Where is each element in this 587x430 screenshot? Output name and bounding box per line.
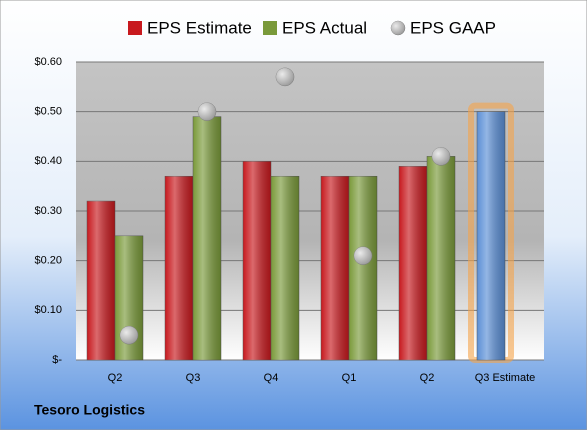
bar-shine — [243, 161, 271, 360]
y-tick-label: $- — [52, 354, 62, 366]
legend-swatch — [128, 21, 142, 35]
y-tick-label: $0.20 — [34, 255, 62, 267]
legend-label: EPS Actual — [282, 18, 367, 37]
marker-shine — [120, 326, 138, 345]
marker-shine — [432, 147, 450, 166]
bar-shine — [399, 166, 427, 360]
legend-label: EPS Estimate — [147, 18, 252, 37]
bar-shine — [271, 176, 299, 360]
x-tick-label: Q2 — [108, 372, 123, 384]
x-tick-label: Q3 Estimate — [475, 372, 536, 384]
y-tick-label: $0.50 — [34, 106, 62, 118]
legend-marker-shine — [391, 21, 405, 35]
marker-shine — [198, 102, 216, 121]
legend-swatch — [263, 21, 277, 35]
bar-shine — [193, 116, 221, 360]
y-tick-label: $0.10 — [34, 304, 62, 316]
bar-shine — [349, 176, 377, 360]
y-tick-label: $0.40 — [34, 155, 62, 167]
x-tick-label: Q3 — [186, 372, 201, 384]
bar-shine — [477, 111, 505, 361]
y-tick-label: $0.30 — [34, 205, 62, 217]
footer: Tesoro Logistics — [34, 402, 145, 418]
bar-shine — [165, 176, 193, 360]
bar-shine — [321, 176, 349, 360]
marker-shine — [354, 246, 372, 265]
x-tick-label: Q2 — [420, 372, 435, 384]
bar-shine — [87, 201, 115, 360]
x-tick-label: Q4 — [264, 372, 279, 384]
x-tick-label: Q1 — [342, 372, 357, 384]
marker-shine — [276, 67, 294, 86]
y-tick-label: $0.60 — [34, 56, 62, 68]
bar-shine — [427, 156, 455, 360]
legend-label: EPS GAAP — [410, 18, 496, 37]
